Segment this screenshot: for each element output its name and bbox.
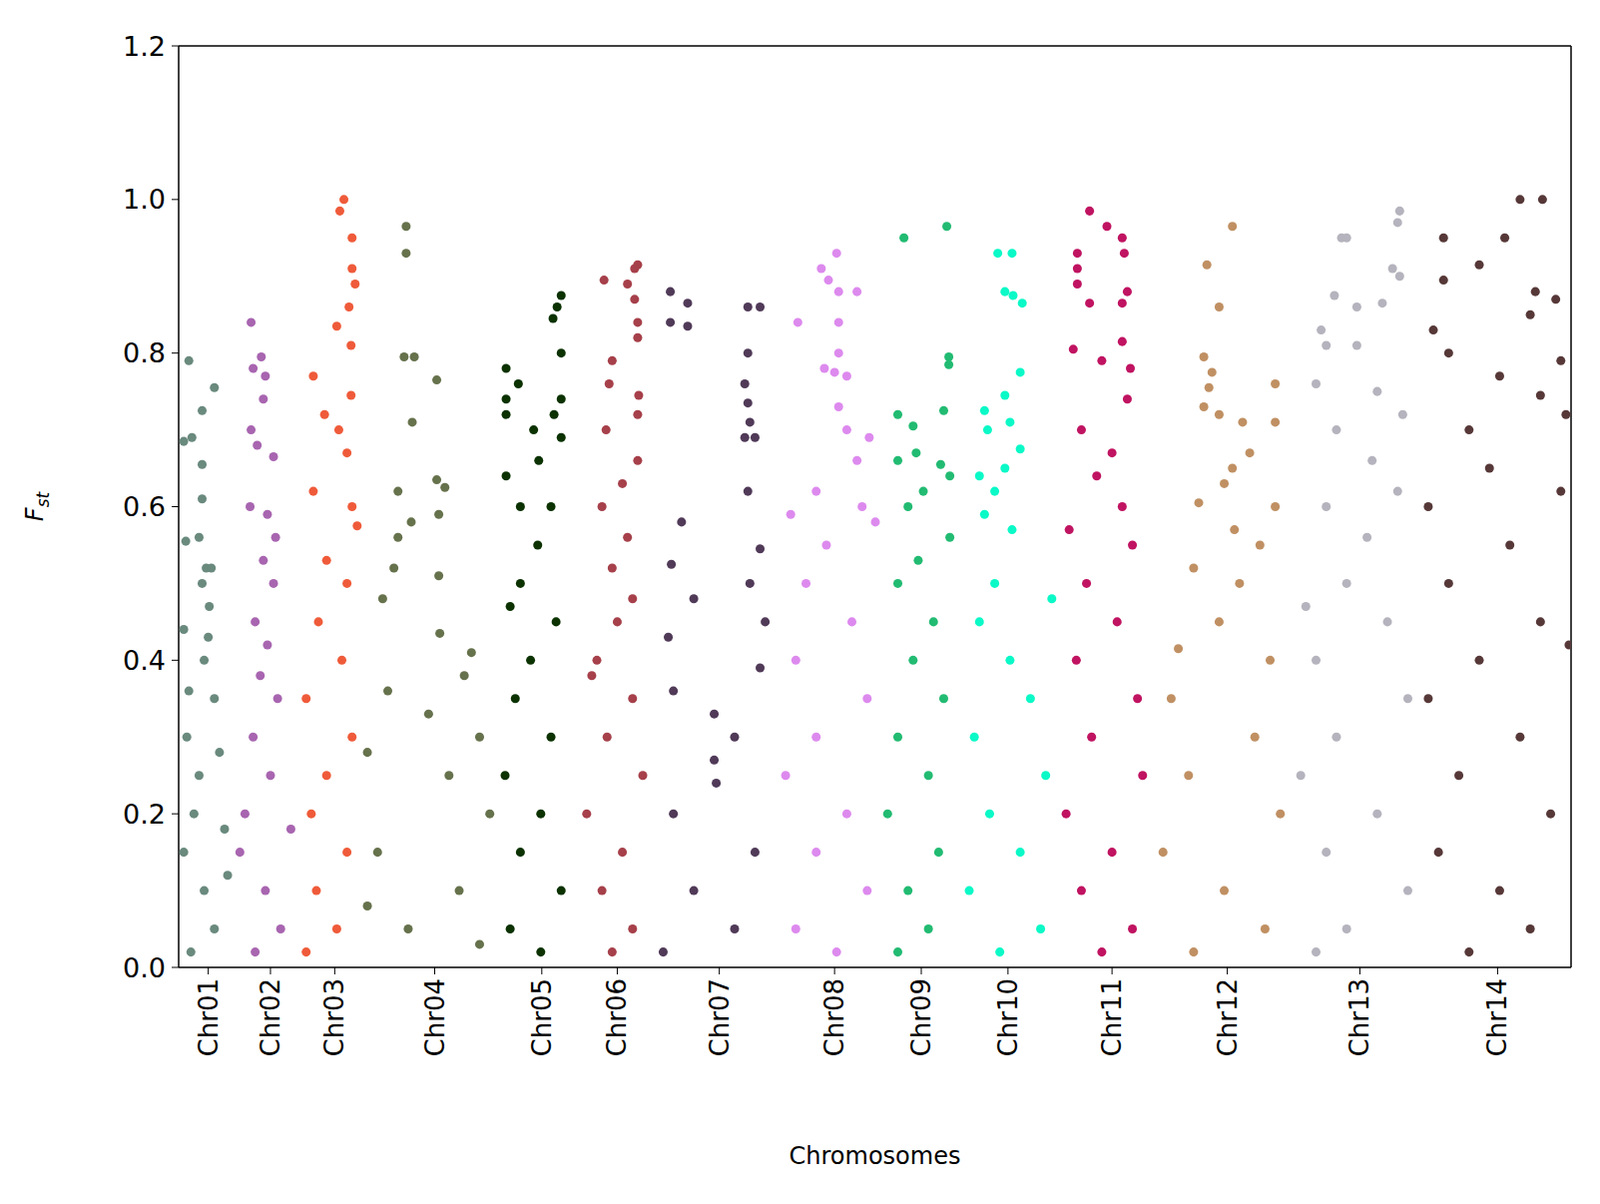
svg-text:0.0: 0.0 [122,952,166,984]
svg-text:0.4: 0.4 [122,644,166,676]
svg-text:1.0: 1.0 [122,183,166,215]
svg-text:Chr05: Chr05 [527,978,557,1057]
svg-text:Chr03: Chr03 [319,978,350,1057]
svg-text:Chr10: Chr10 [993,978,1024,1057]
svg-text:0.2: 0.2 [122,798,166,830]
svg-text:Chr11: Chr11 [1096,978,1127,1057]
svg-text:Chr08: Chr08 [819,978,850,1057]
svg-text:Chr07: Chr07 [704,978,735,1057]
svg-text:Chr06: Chr06 [601,978,632,1057]
svg-text:Chr01: Chr01 [193,978,224,1057]
svg-text:Chr14: Chr14 [1482,978,1513,1057]
svg-text:Chr13: Chr13 [1344,978,1375,1057]
svg-text:Chr04: Chr04 [420,978,451,1057]
svg-text:0.8: 0.8 [122,337,166,369]
svg-text:Chromosomes: Chromosomes [789,1141,962,1170]
svg-text:Fst: Fst [20,491,53,523]
svg-text:1.2: 1.2 [122,30,166,62]
svg-text:0.6: 0.6 [122,491,166,523]
svg-text:Chr02: Chr02 [255,978,286,1057]
svg-text:Chr09: Chr09 [906,978,937,1057]
svg-text:Chr12: Chr12 [1212,978,1243,1057]
